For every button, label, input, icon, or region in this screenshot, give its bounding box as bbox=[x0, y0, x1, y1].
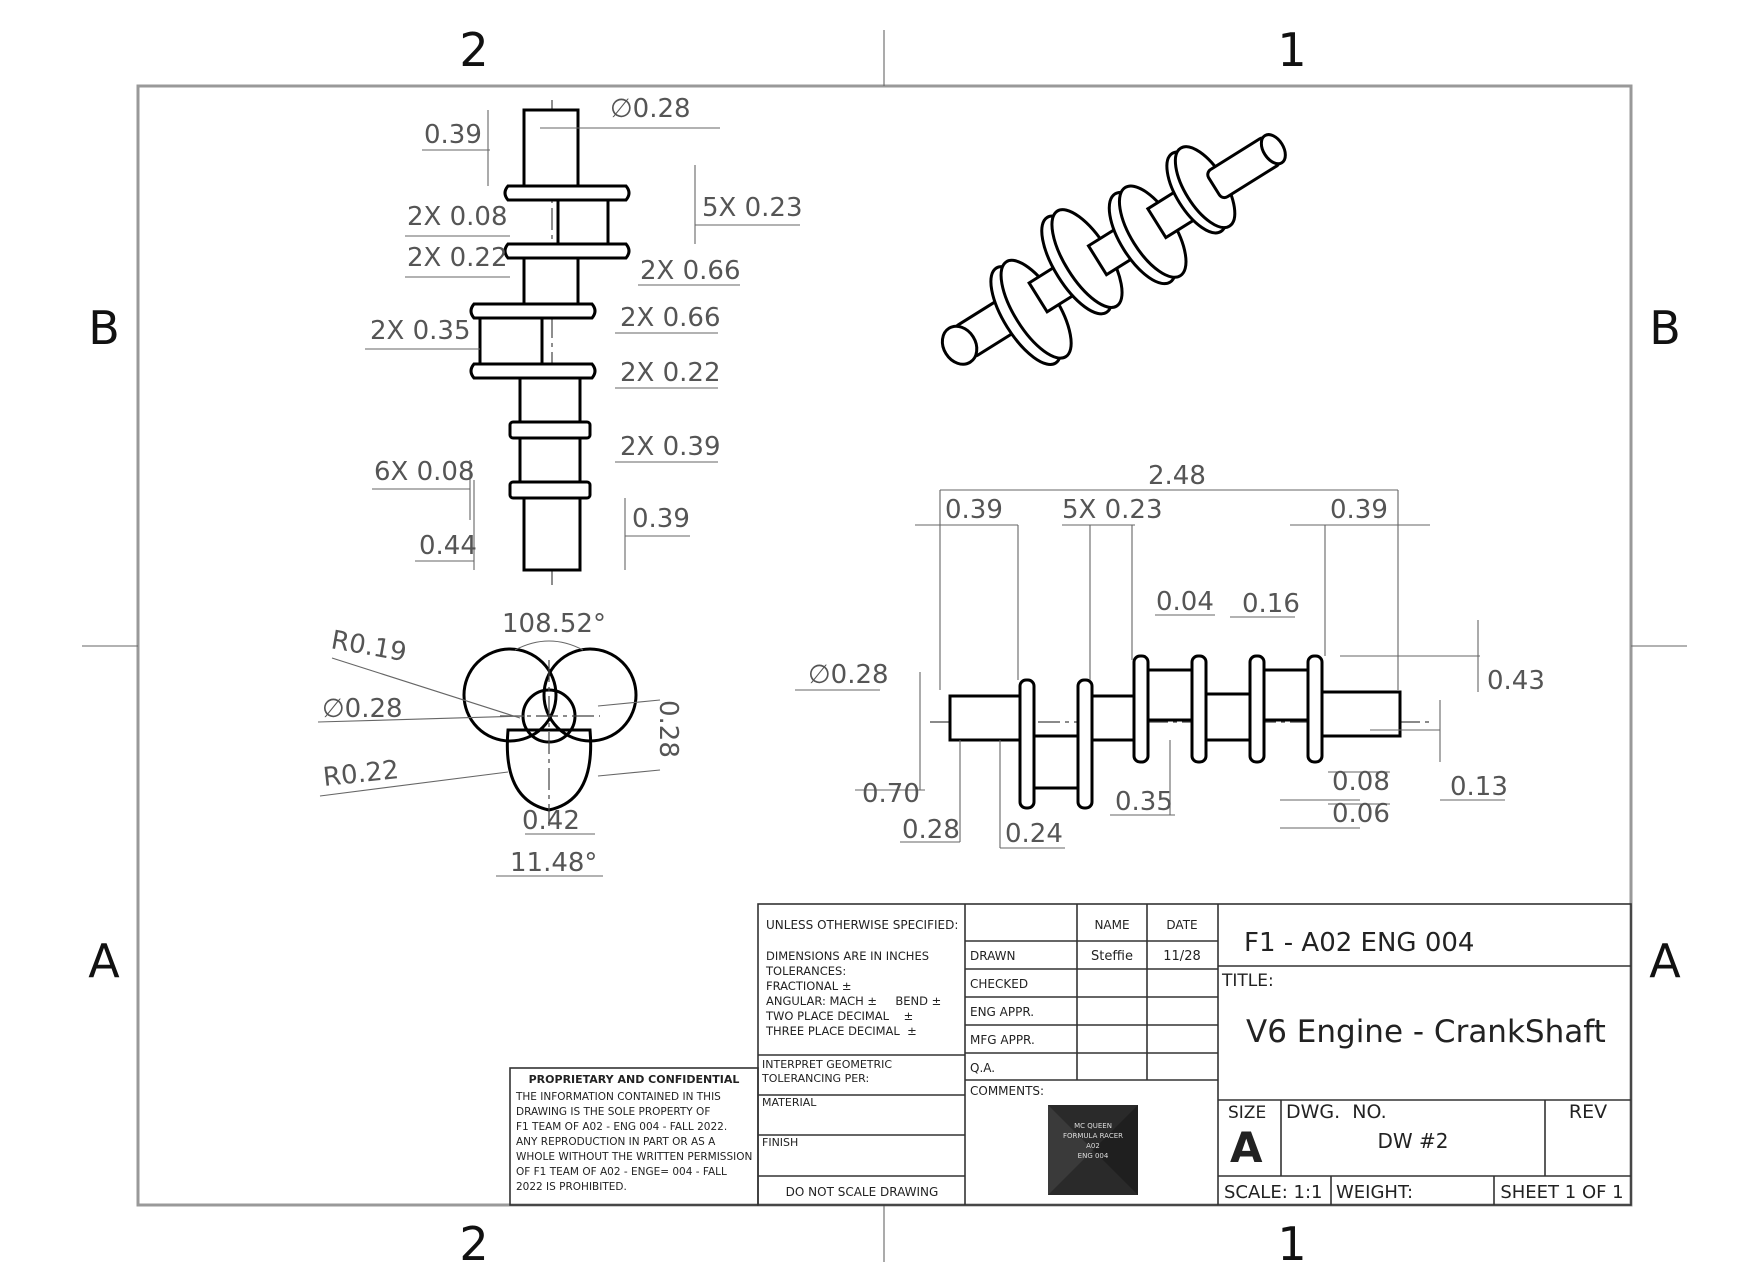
zone-left-A: A bbox=[88, 934, 120, 988]
proprietary-line-3: ANY REPRODUCTION IN PART OR AS A bbox=[516, 1136, 716, 1148]
proprietary-line-0: THE INFORMATION CONTAINED IN THIS bbox=[515, 1091, 721, 1103]
tb-row-3-label: MFG APPR. bbox=[970, 1033, 1035, 1047]
zone-top-1: 1 bbox=[1277, 23, 1306, 77]
front-dim-6: 2X 0.35 bbox=[370, 316, 471, 346]
tb-scale: SCALE: 1:1 bbox=[1224, 1182, 1322, 1203]
tb-row-0-label: DRAWN bbox=[970, 949, 1016, 963]
side-dim-1: 0.39 bbox=[945, 495, 1003, 525]
logo-line-0: MC QUEEN bbox=[1074, 1122, 1112, 1130]
zone-bottom-1: 1 bbox=[1277, 1217, 1306, 1271]
isometric-view bbox=[940, 133, 1287, 366]
front-dim-1: ∅0.28 bbox=[610, 94, 691, 124]
front-dim-4: 2X 0.22 bbox=[407, 243, 508, 273]
proprietary-box: PROPRIETARY AND CONFIDENTIAL THE INFORMA… bbox=[509, 1067, 759, 1206]
tb-row-4-label: Q.A. bbox=[970, 1061, 995, 1075]
front-view-dim-lines bbox=[365, 110, 800, 570]
proprietary-line-2: F1 TEAM OF A02 - ENG 004 - FALL 2022. bbox=[516, 1121, 727, 1133]
side-dim-14: 0.24 bbox=[1005, 819, 1063, 849]
end-dim-2: ∅0.28 bbox=[322, 694, 403, 724]
tb-dim-line-0: DIMENSIONS ARE IN INCHES bbox=[766, 949, 929, 963]
tb-dim-line-2: FRACTIONAL ± bbox=[766, 979, 851, 993]
proprietary-heading: PROPRIETARY AND CONFIDENTIAL bbox=[529, 1073, 740, 1086]
side-dim-10: 0.08 bbox=[1332, 767, 1390, 797]
side-dim-7: 0.43 bbox=[1487, 666, 1545, 696]
tb-company: F1 - A02 ENG 004 bbox=[1244, 928, 1474, 958]
end-view bbox=[462, 647, 638, 830]
tb-unless: UNLESS OTHERWISE SPECIFIED: bbox=[766, 918, 958, 932]
tb-dwg-no: DW #2 bbox=[1377, 1129, 1448, 1153]
proprietary-line-6: 2022 IS PROHIBITED. bbox=[516, 1181, 627, 1193]
tb-do-not-scale: DO NOT SCALE DRAWING bbox=[786, 1185, 939, 1199]
front-dim-2: 2X 0.08 bbox=[407, 202, 508, 232]
proprietary-line-1: DRAWING IS THE SOLE PROPERTY OF bbox=[516, 1106, 710, 1118]
logo-line-1: FORMULA RACER bbox=[1063, 1132, 1123, 1140]
tb-material: MATERIAL bbox=[762, 1096, 817, 1109]
side-dim-4: 0.04 bbox=[1156, 587, 1214, 617]
side-dim-9: 0.35 bbox=[1115, 787, 1173, 817]
proprietary-line-5: OF F1 TEAM OF A02 - ENGE= 004 - FALL bbox=[516, 1166, 727, 1178]
front-view bbox=[469, 100, 631, 585]
tb-row-0-date: 11/28 bbox=[1163, 949, 1200, 964]
end-view-dim-lines bbox=[317, 640, 661, 877]
zone-right-A: A bbox=[1649, 934, 1681, 988]
team-logo: MC QUEEN FORMULA RACER A02 ENG 004 bbox=[1048, 1105, 1138, 1195]
end-dim-3: 0.28 bbox=[653, 700, 683, 758]
side-dim-11: 0.13 bbox=[1450, 772, 1508, 802]
side-dim-12: 0.06 bbox=[1332, 799, 1390, 829]
end-dim-1: R0.19 bbox=[329, 625, 409, 668]
logo-line-3: ENG 004 bbox=[1078, 1152, 1109, 1160]
tb-date-header: DATE bbox=[1166, 918, 1197, 932]
tb-weight: WEIGHT: bbox=[1336, 1182, 1413, 1203]
zone-bottom-2: 2 bbox=[459, 1217, 488, 1271]
tb-comments: COMMENTS: bbox=[970, 1084, 1044, 1098]
front-dim-11: 0.39 bbox=[632, 504, 690, 534]
tb-dim-line-5: THREE PLACE DECIMAL ± bbox=[765, 1024, 917, 1038]
tb-interpret-0: INTERPRET GEOMETRIC bbox=[762, 1058, 892, 1071]
tb-row-1-label: CHECKED bbox=[970, 977, 1028, 991]
end-dim-5: 0.42 bbox=[522, 806, 580, 836]
front-dim-3: 5X 0.23 bbox=[702, 193, 803, 223]
side-dim-6: ∅0.28 bbox=[808, 660, 889, 690]
front-dim-12: 0.44 bbox=[419, 531, 477, 561]
tb-finish: FINISH bbox=[762, 1136, 798, 1149]
tb-rev-label: REV bbox=[1569, 1101, 1607, 1123]
side-dim-0: 2.48 bbox=[1148, 461, 1206, 491]
tb-dim-line-3: ANGULAR: MACH ± BEND ± bbox=[766, 994, 941, 1008]
zone-top-2: 2 bbox=[459, 23, 488, 77]
tb-interpret-1: TOLERANCING PER: bbox=[761, 1072, 869, 1085]
zone-right-B: B bbox=[1649, 301, 1681, 355]
end-dim-0: 108.52° bbox=[502, 609, 606, 639]
side-dim-3: 0.39 bbox=[1330, 495, 1388, 525]
tb-dim-line-4: TWO PLACE DECIMAL ± bbox=[765, 1009, 913, 1023]
side-dim-5: 0.16 bbox=[1242, 589, 1300, 619]
proprietary-line-4: WHOLE WITHOUT THE WRITTEN PERMISSION bbox=[516, 1151, 752, 1163]
tb-name-header: NAME bbox=[1094, 918, 1129, 932]
tb-row-2-label: ENG APPR. bbox=[970, 1005, 1034, 1019]
front-dim-0: 0.39 bbox=[424, 120, 482, 150]
zone-left-B: B bbox=[88, 301, 120, 355]
front-dim-8: 2X 0.22 bbox=[620, 358, 721, 388]
tb-dwg-no-label: DWG. NO. bbox=[1286, 1101, 1387, 1123]
tb-title: V6 Engine - CrankShaft bbox=[1246, 1014, 1606, 1050]
side-dim-8: 0.70 bbox=[862, 779, 920, 809]
front-dim-10: 6X 0.08 bbox=[374, 457, 475, 487]
zone-ticks bbox=[82, 30, 1687, 1262]
side-view bbox=[930, 654, 1430, 810]
front-dim-7: 2X 0.66 bbox=[620, 303, 721, 333]
end-dim-6: 11.48° bbox=[510, 848, 597, 878]
tb-title-label: TITLE: bbox=[1221, 971, 1274, 991]
tb-row-0-name: Steffie bbox=[1091, 949, 1133, 964]
logo-line-2: A02 bbox=[1086, 1142, 1100, 1150]
tb-dim-line-1: TOLERANCES: bbox=[765, 964, 846, 978]
tb-size-label: SIZE bbox=[1228, 1103, 1266, 1123]
side-dim-2: 5X 0.23 bbox=[1062, 495, 1163, 525]
side-view-dim-lines bbox=[795, 489, 1505, 849]
tb-size: A bbox=[1230, 1123, 1263, 1172]
tb-sheet: SHEET 1 OF 1 bbox=[1500, 1182, 1623, 1203]
side-dim-13: 0.28 bbox=[902, 815, 960, 845]
front-dim-9: 2X 0.39 bbox=[620, 432, 721, 462]
title-block bbox=[757, 903, 1632, 1206]
front-dim-5: 2X 0.66 bbox=[640, 256, 741, 286]
